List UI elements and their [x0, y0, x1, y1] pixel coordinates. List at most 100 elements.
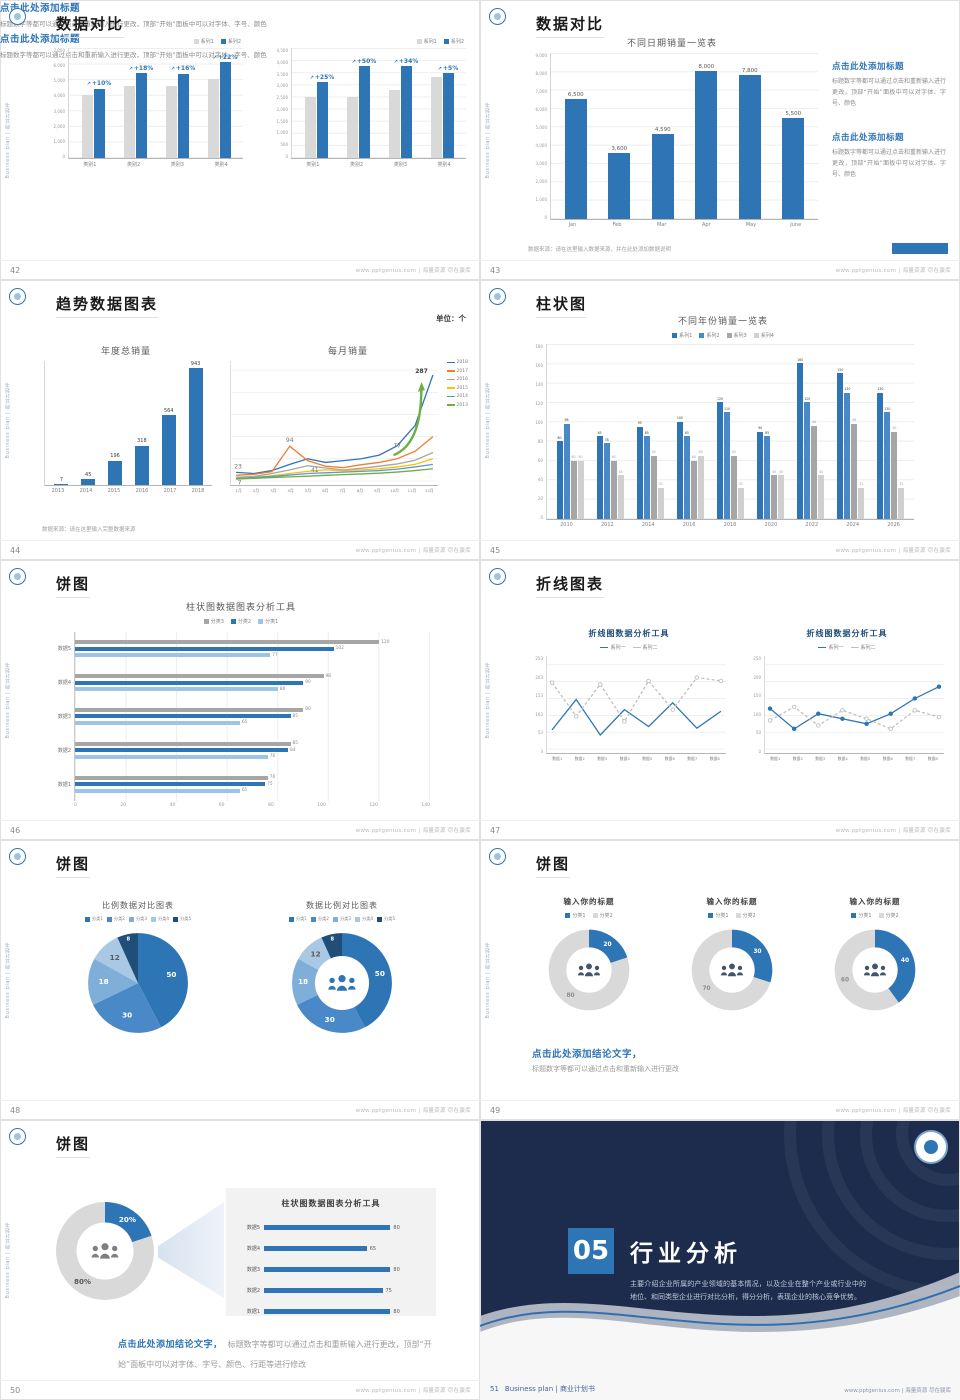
bar [844, 392, 851, 519]
legend-label: 分类3 [210, 619, 224, 625]
conclusion-body: 标题数字等都可以通过点击和重新输入进行更改 [532, 1065, 679, 1073]
row-label: 数据5 [246, 1225, 260, 1231]
bar-wrap: 60 [610, 344, 617, 519]
y-tick-label: 4,000 [535, 143, 547, 148]
bar-value-label: +25% [310, 74, 334, 82]
bar [898, 487, 905, 519]
footer-divider [0, 260, 480, 261]
bar-value-label: 196 [110, 453, 120, 460]
legend-label: 系列一 [610, 645, 626, 651]
row-value: 75 [385, 1287, 392, 1294]
bar [650, 455, 657, 519]
chart-title: 比例数据对比图表 [102, 901, 174, 910]
row-value: 80 [393, 1224, 400, 1231]
logo-core-icon [14, 1133, 21, 1140]
data-source-note: 数据来源：请在这里输入完整数据来源 [42, 527, 136, 533]
bar [651, 134, 674, 219]
bar-group: 130 110 90 32 [877, 344, 905, 519]
bar-wrap [207, 48, 219, 158]
bar-wrap [304, 48, 316, 158]
conclusion: 点击此处添加结论文字， 标题数字等都可以通过点击和重新输入进行更改，顶部“开始”… [118, 1332, 436, 1371]
legend-item: 分类5 [173, 916, 191, 922]
x-axis: 数据1 数据2 数据3 数据4 数据5 数据6 数据7 数据8 [750, 756, 944, 762]
bar-wrap: 32 [737, 344, 744, 519]
y-tick-label: 2,000 [535, 179, 547, 184]
legend-item: 分类2 [878, 912, 899, 919]
slice-label: 12 [311, 949, 321, 958]
y-tick-label: 3 [540, 748, 543, 754]
chart-legend: 系列一 系列二 [532, 644, 726, 651]
people-icon [863, 963, 887, 977]
y-tick-label: 2,500 [276, 95, 288, 101]
bar [884, 412, 891, 519]
slide-title: 饼图 [536, 853, 571, 878]
chart-legend: 分类1 分类2 [812, 912, 938, 919]
logo-icon [489, 568, 506, 585]
bar-value-label: 85 [597, 430, 602, 435]
plot-area: 7,0006,0005,0004,0003,0002,0001,0000+10%… [46, 48, 243, 159]
legend-item: 2016 [446, 377, 468, 382]
bar-group: 45 [81, 361, 96, 485]
bar-row: 76 [75, 775, 430, 780]
legend-item: 2015 [446, 386, 468, 391]
x-tick-label: Feb [612, 222, 622, 228]
legend-item: 分类1 [84, 916, 103, 922]
x-axis: 类别1 类别2 类别3 类别4 [46, 161, 243, 168]
bar [771, 475, 778, 519]
bar-wrap: 4,590 [651, 53, 674, 219]
bar [358, 66, 370, 158]
chart-title: 输入你的标题 [706, 897, 758, 906]
bar [556, 441, 563, 519]
y-tick-label: 180 [535, 344, 543, 349]
chart-row: 折线图数据分析工具 系列一 系列二 253 203 153 103 53 3 数据1 数据2 数据3 数… [532, 628, 944, 762]
bar-value-label: 4,590 [654, 127, 671, 134]
marker [816, 723, 821, 728]
bar-value-label: 130 [877, 387, 884, 392]
legend-swatch [446, 370, 455, 372]
bar [75, 674, 324, 679]
bar [782, 117, 805, 219]
logo-core-icon [494, 573, 501, 580]
page-number: 43 [490, 266, 501, 275]
bar-group: 120 110 65 32 [717, 344, 744, 519]
sidebar-vertical-text: Business plan | 商业计划书 [5, 1221, 11, 1299]
bar [75, 640, 380, 645]
legend-item: 分类5 [377, 916, 395, 922]
bar [108, 460, 123, 485]
bar-value-label: 5,500 [785, 110, 802, 117]
people-icon [720, 963, 744, 977]
bar [851, 423, 858, 519]
legend-item: 2017 [446, 369, 468, 374]
bar-value-label: 32 [899, 482, 904, 487]
row-bar [264, 1288, 383, 1293]
block-heading: 点击此处添加标题 [0, 33, 81, 45]
bar-group: 8,000 [695, 53, 718, 219]
bar-value-label: 98 [564, 418, 569, 423]
legend-label: 系列二 [860, 645, 876, 651]
legend-item: 分类2 [106, 916, 125, 922]
legend-item: 系列二 [850, 644, 876, 651]
grouped-bar-chart-left: 系列1 系列2 7,000 6,000 5,000 4,000 3,000 2,000 1,00… [46, 38, 243, 168]
bar-value-label: 60 [611, 455, 616, 460]
row-label: 数据5 [57, 646, 71, 653]
y-tick-label: 8,000 [535, 71, 547, 76]
y-tick-label: 7,000 [535, 89, 547, 94]
bar-wrap: 150 [837, 344, 843, 519]
legend-swatch [151, 916, 157, 922]
footer-left-text: Business plan | 商业计划书 [504, 1385, 595, 1393]
series-line [236, 374, 434, 475]
chart-title: 输入你的标题 [849, 897, 901, 906]
bar-value-label: +34% [394, 58, 418, 66]
bar-value-label: 3,600 [611, 145, 628, 152]
bar [797, 363, 804, 519]
bar-value-label: 100 [676, 416, 683, 421]
x-tick-label: 140 [421, 803, 430, 808]
bar [778, 475, 785, 519]
y-tick-label: 0 [285, 153, 288, 159]
chart-title: 折线图数据分析工具 [588, 629, 670, 638]
bar [643, 436, 650, 519]
bar [304, 96, 316, 158]
legend-item: 系列一 [600, 644, 626, 651]
x-tick-label: Apr [702, 222, 711, 228]
y-tick-label: 20 [537, 496, 543, 501]
